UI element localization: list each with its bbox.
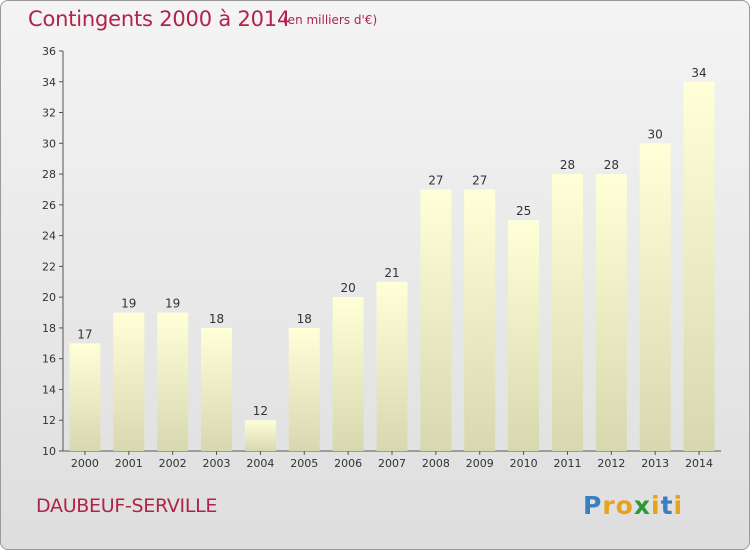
x-tick-label: 2013: [641, 457, 669, 470]
logo-letter: r: [602, 491, 616, 520]
logo-letter: i: [673, 491, 684, 520]
data-label: 19: [165, 297, 180, 311]
data-label: 27: [472, 173, 487, 187]
logo-letter: t: [660, 491, 674, 520]
y-tick-label: 12: [42, 414, 56, 427]
bar: [683, 81, 715, 452]
proxiti-logo[interactable]: Proxiti: [583, 491, 683, 520]
bar: [595, 174, 627, 452]
logo-letter: P: [583, 491, 603, 520]
y-tick-label: 16: [42, 353, 56, 366]
data-label: 21: [384, 266, 399, 280]
x-tick-label: 2010: [510, 457, 538, 470]
bar: [332, 297, 364, 451]
data-label: 28: [560, 158, 575, 172]
x-tick-label: 2005: [290, 457, 318, 470]
x-tick-label: 2002: [159, 457, 187, 470]
y-tick-label: 30: [42, 137, 56, 150]
logo-letter: i: [651, 491, 661, 520]
data-label: 30: [648, 127, 663, 141]
bar: [464, 189, 496, 451]
x-tick-label: 2003: [203, 457, 231, 470]
data-label: 28: [604, 158, 619, 172]
data-label: 27: [428, 173, 443, 187]
x-tick-label: 2000: [71, 457, 99, 470]
y-tick-label: 14: [42, 383, 56, 396]
y-tick-label: 10: [42, 445, 56, 458]
y-tick-label: 36: [42, 45, 56, 58]
data-label: 25: [516, 204, 531, 218]
chart-subtitle: (en milliers d'€): [283, 13, 378, 27]
data-label: 12: [253, 404, 268, 418]
bar-group: [69, 81, 715, 452]
x-tick-label: 2001: [115, 457, 143, 470]
data-labels: 17 19 19 18 12 18 20 21 27 27 25 28 28 30 34: [77, 66, 706, 418]
x-tick-label: 2004: [246, 457, 274, 470]
logo-letter: x: [633, 491, 651, 520]
data-label: 18: [297, 312, 312, 326]
data-label: 34: [691, 66, 706, 80]
x-tick-label: 2014: [685, 457, 713, 470]
bar: [376, 281, 408, 451]
y-tick-label: 32: [42, 107, 56, 120]
bar: [113, 312, 145, 451]
bar: [551, 174, 583, 452]
data-label: 18: [209, 312, 224, 326]
y-tick-label: 18: [42, 322, 56, 335]
x-tick-label: 2012: [597, 457, 625, 470]
logo-letter: o: [615, 491, 634, 520]
y-tick-label: 22: [42, 260, 56, 273]
chart-title: Contingents 2000 à 2014: [28, 7, 291, 31]
chart-axes: 10 12 14 16 18 20 22 24 26 28 30 32 34 36 2000 2001 2002…: [42, 45, 721, 470]
y-tick-label: 20: [42, 291, 56, 304]
bar: [69, 343, 101, 451]
y-tick-label: 34: [42, 76, 56, 89]
x-tick-label: 2007: [378, 457, 406, 470]
x-tick-label: 2008: [422, 457, 450, 470]
y-tick-label: 28: [42, 168, 56, 181]
data-label: 17: [77, 327, 92, 341]
bar: [201, 327, 233, 451]
bar: [420, 189, 452, 451]
x-tick-label: 2009: [466, 457, 494, 470]
data-label: 20: [340, 281, 355, 295]
bar: [508, 220, 540, 451]
y-tick-label: 26: [42, 199, 56, 212]
bar: [244, 420, 276, 451]
x-tick-label: 2011: [553, 457, 581, 470]
commune-name: DAUBEUF-SERVILLE: [36, 495, 218, 517]
data-label: 19: [121, 297, 136, 311]
x-tick-label: 2006: [334, 457, 362, 470]
bar: [288, 327, 320, 451]
bar: [157, 312, 189, 451]
y-tick-label: 24: [42, 230, 56, 243]
bar: [639, 143, 671, 452]
